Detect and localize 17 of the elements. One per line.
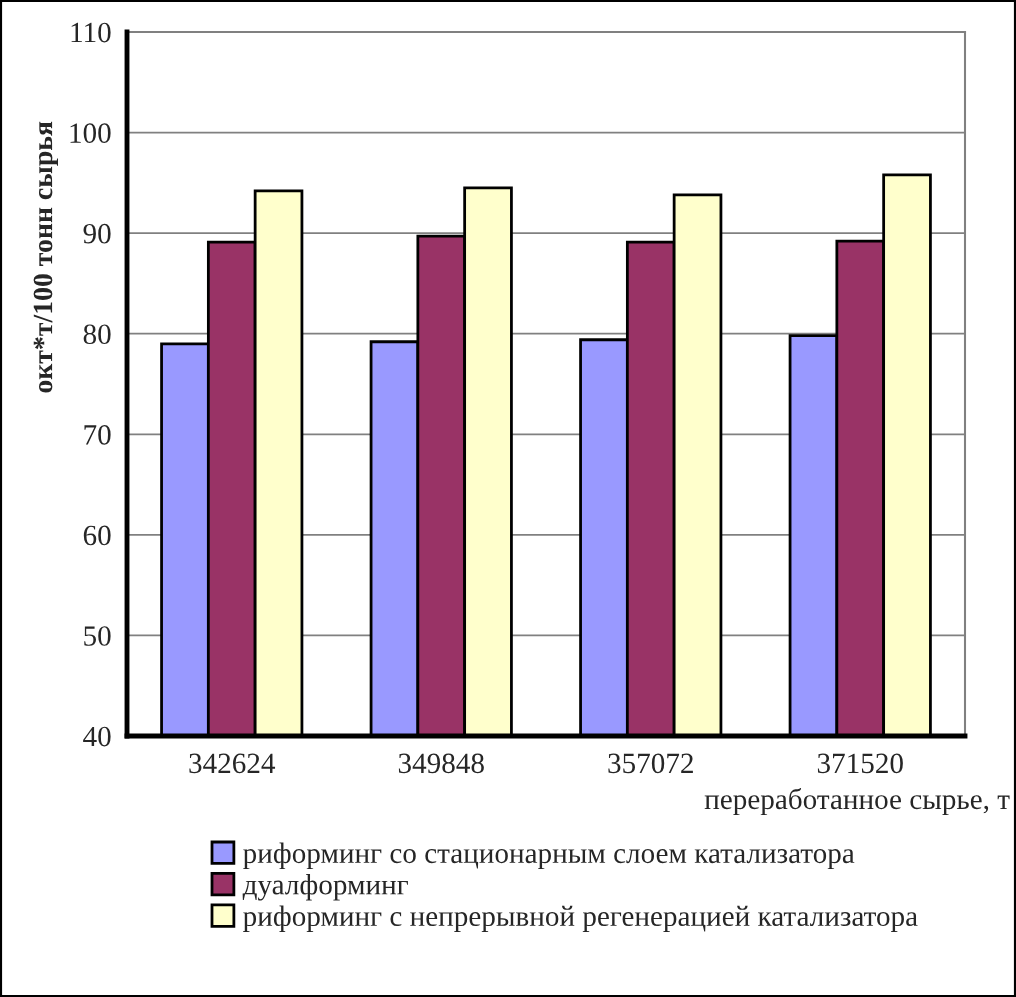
legend-label: риформинг со стационарным слоем катализатора <box>243 842 855 870</box>
y-tick-label: 60 <box>83 525 111 546</box>
y-tick-label: 80 <box>83 324 111 345</box>
x-tick-label: 342624 <box>189 753 276 774</box>
y-tick-label: 100 <box>70 123 111 143</box>
y-tick-label: 50 <box>84 626 111 646</box>
y-tick-label: 40 <box>83 726 111 747</box>
y-tick-label: 70 <box>84 425 111 445</box>
x-tick-label: 349848 <box>398 753 484 774</box>
x-axis-title: переработанное сырье, т <box>704 788 1010 816</box>
x-tick-label: 357072 <box>608 753 693 774</box>
legend-label: риформинг с непрерывной регенерацией катализатора <box>243 905 918 933</box>
y-tick-label: 110 <box>71 22 111 43</box>
y-tick-label: 90 <box>83 223 111 244</box>
y-axis-title: окт*т/100 тонн сырья <box>33 121 58 393</box>
x-tick-label: 371520 <box>817 753 903 774</box>
legend-label: дуалформинг <box>242 874 408 901</box>
